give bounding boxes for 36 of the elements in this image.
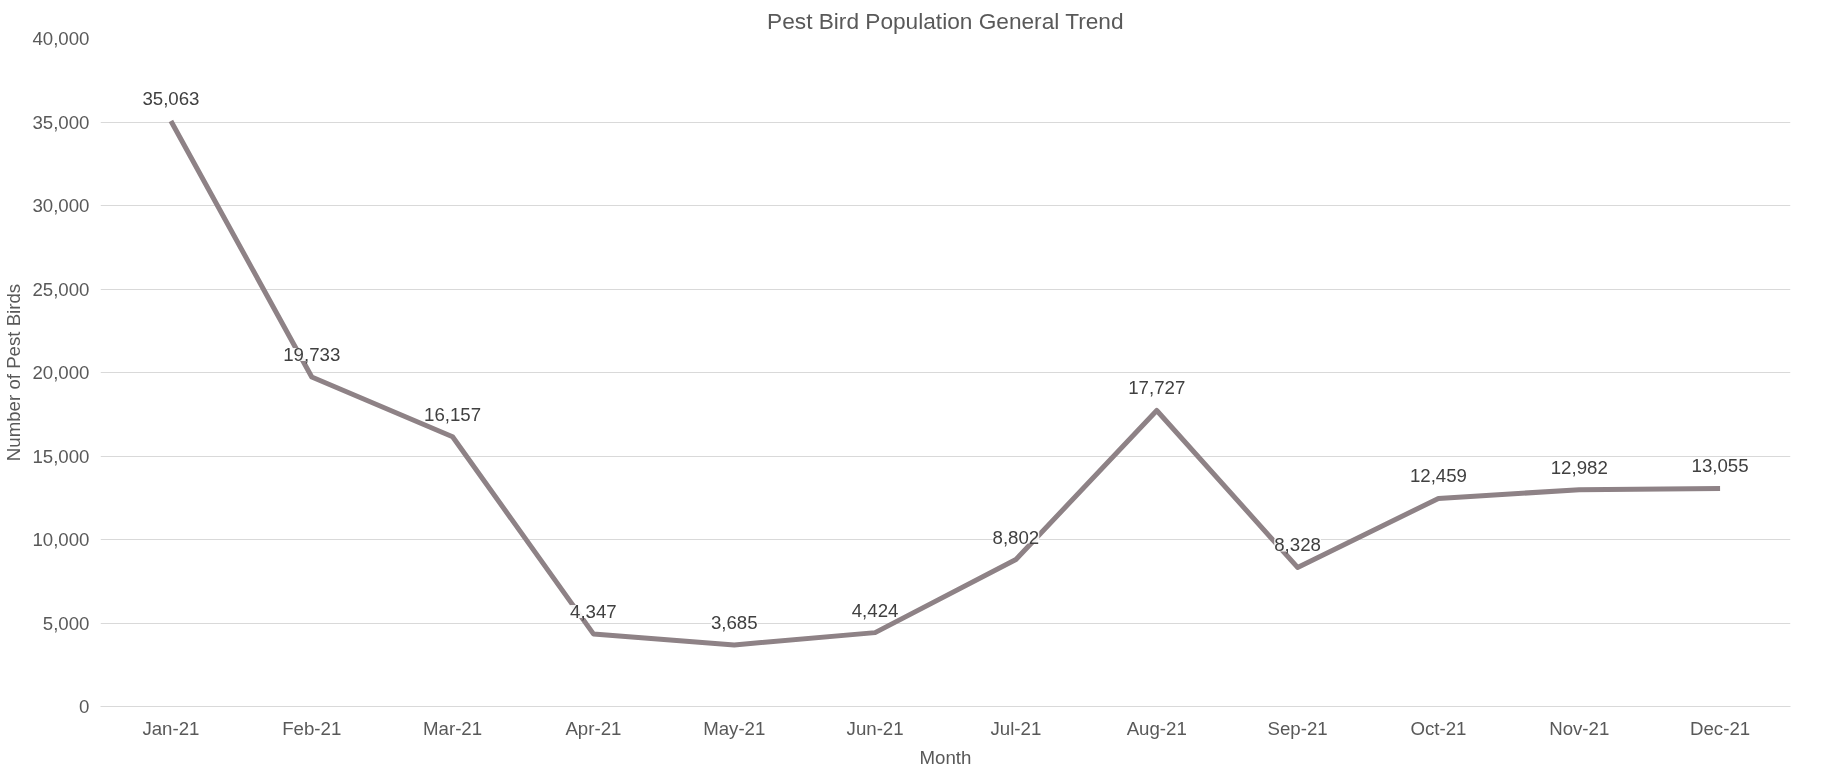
data-label: 16,157 — [424, 403, 482, 425]
x-tick-label: Jun-21 — [846, 717, 904, 739]
data-label: 17,727 — [1128, 377, 1186, 399]
chart-title: Pest Bird Population General Trend — [767, 7, 1124, 34]
x-tick-label: Jan-21 — [142, 717, 200, 739]
x-tick-label: Jul-21 — [990, 717, 1042, 739]
y-tick-label: 35,000 — [32, 111, 90, 133]
x-axis-title: Month — [919, 746, 972, 768]
y-tick-label: 40,000 — [32, 28, 90, 49]
data-label: 4,424 — [851, 599, 899, 621]
x-tick-label: Mar-21 — [423, 717, 483, 739]
data-label: 8,802 — [992, 526, 1040, 548]
data-label: 35,063 — [142, 87, 200, 109]
data-label: 12,459 — [1409, 465, 1467, 487]
y-tick-label: 10,000 — [32, 529, 90, 550]
x-tick-label: Dec-21 — [1690, 717, 1751, 739]
x-tick-label: Sep-21 — [1267, 717, 1328, 739]
data-label: 13,055 — [1691, 455, 1749, 477]
x-tick-label: Oct-21 — [1410, 717, 1467, 739]
y-tick-label: 0 — [79, 696, 90, 717]
data-label: 19,733 — [283, 343, 341, 365]
data-label: 4,347 — [570, 600, 617, 622]
x-tick-label: Apr-21 — [565, 717, 622, 739]
y-tick-label: 25,000 — [32, 278, 90, 300]
data-label: 12,982 — [1550, 456, 1608, 478]
y-tick-label: 20,000 — [32, 362, 90, 383]
y-axis-title: Number of Pest Birds — [3, 283, 25, 462]
y-tick-label: 30,000 — [32, 195, 90, 216]
y-tick-label: 5,000 — [42, 612, 90, 634]
x-tick-label: Nov-21 — [1549, 717, 1610, 739]
x-tick-label: Feb-21 — [282, 717, 342, 739]
data-label: 8,328 — [1274, 534, 1321, 556]
x-tick-label: Aug-21 — [1126, 717, 1187, 739]
x-tick-label: May-21 — [703, 717, 766, 739]
y-tick-label: 15,000 — [32, 445, 90, 467]
data-label: 3,685 — [710, 611, 758, 633]
